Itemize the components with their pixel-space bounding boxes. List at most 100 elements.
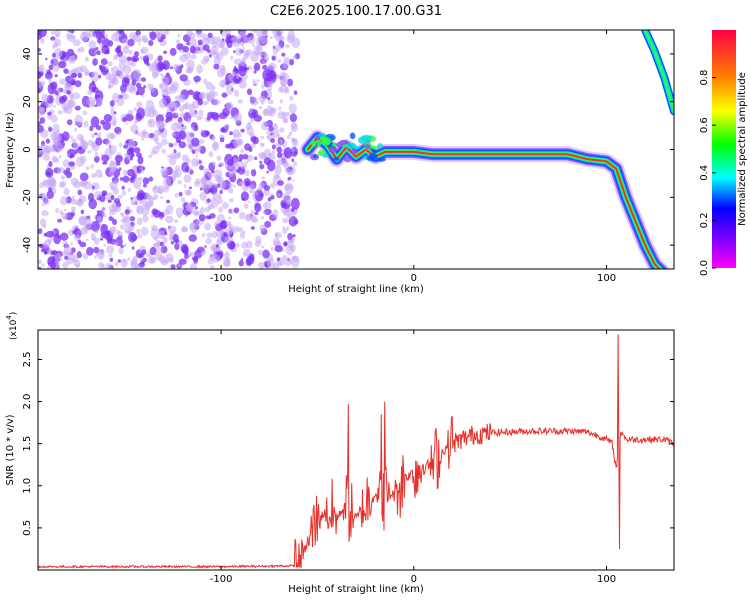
ridge-blob <box>312 154 318 159</box>
noise-speckle <box>219 220 228 230</box>
noise-speckle <box>69 153 74 159</box>
noise-speckle <box>281 159 289 167</box>
noise-speckle <box>113 31 118 37</box>
noise-speckle <box>153 193 159 201</box>
noise-speckle <box>169 47 177 56</box>
noise-speckle <box>274 232 283 239</box>
noise-speckle <box>233 133 238 139</box>
noise-speckle <box>281 52 286 57</box>
noise-speckle <box>179 112 186 118</box>
noise-speckle <box>276 159 283 166</box>
noise-speckle <box>90 116 100 128</box>
noise-speckle <box>97 132 102 138</box>
y-tick-label: 1.0 <box>22 478 33 494</box>
noise-speckle <box>184 189 191 196</box>
noise-speckle <box>190 147 194 151</box>
noise-speckle <box>277 59 282 63</box>
noise-speckle <box>232 35 241 47</box>
noise-speckle <box>138 42 142 46</box>
noise-speckle <box>71 195 76 201</box>
noise-speckle <box>225 227 233 236</box>
noise-speckle <box>270 138 275 144</box>
noise-speckle <box>94 191 103 198</box>
noise-speckle <box>189 206 197 214</box>
noise-speckle <box>148 40 154 46</box>
noise-speckle <box>174 122 178 126</box>
noise-speckle <box>258 95 267 103</box>
noise-speckle <box>218 206 223 213</box>
noise-speckle <box>100 58 108 66</box>
noise-speckle <box>57 218 62 223</box>
noise-speckle <box>123 243 127 247</box>
noise-speckle <box>152 185 161 194</box>
noise-speckle <box>136 82 142 88</box>
noise-speckle <box>155 32 163 39</box>
noise-speckle <box>242 153 249 160</box>
noise-speckle <box>206 232 213 238</box>
noise-speckle <box>211 230 219 239</box>
noise-speckle <box>199 185 203 189</box>
noise-speckle <box>203 44 210 52</box>
noise-speckle <box>164 232 168 236</box>
noise-speckle <box>243 49 250 58</box>
noise-speckle <box>153 243 157 247</box>
noise-speckle <box>253 82 259 87</box>
noise-speckle <box>106 132 115 140</box>
noise-speckle <box>62 240 68 245</box>
noise-speckle <box>38 72 42 76</box>
noise-speckle <box>274 165 282 175</box>
noise-speckle <box>147 256 156 264</box>
noise-speckle <box>67 251 75 261</box>
noise-speckle <box>157 55 163 62</box>
noise-speckle <box>142 166 146 171</box>
noise-speckle <box>169 101 179 112</box>
noise-speckle <box>66 167 71 172</box>
noise-speckle <box>90 233 96 241</box>
noise-speckle <box>136 228 141 235</box>
noise-speckle <box>119 30 124 34</box>
noise-speckle <box>131 80 136 86</box>
noise-speckle <box>288 131 293 136</box>
noise-speckle <box>137 155 144 165</box>
noise-speckle <box>173 149 177 154</box>
noise-speckle <box>151 208 158 216</box>
noise-speckle <box>209 265 215 269</box>
noise-speckle <box>196 115 202 121</box>
noise-speckle <box>79 215 88 227</box>
noise-speckle <box>174 165 181 171</box>
noise-speckle <box>273 173 280 179</box>
noise-speckle <box>233 226 239 233</box>
noise-speckle <box>285 43 290 49</box>
noise-speckle <box>38 47 42 53</box>
noise-speckle <box>188 234 197 242</box>
top-y-axis-label: Frequency (Hz) <box>5 112 16 188</box>
noise-speckle <box>256 37 260 40</box>
noise-speckle <box>41 93 50 102</box>
noise-speckle <box>88 198 97 210</box>
ridge-blob <box>371 149 377 154</box>
noise-speckle <box>141 249 147 255</box>
x-tick-label: -100 <box>210 574 233 585</box>
noise-speckle <box>111 266 114 269</box>
noise-speckle <box>287 78 293 87</box>
noise-speckle <box>262 201 272 210</box>
noise-speckle <box>38 243 44 249</box>
noise-speckle <box>233 58 242 65</box>
noise-speckle <box>248 35 256 45</box>
noise-speckle <box>175 112 179 116</box>
noise-speckle <box>156 239 160 244</box>
snr-line <box>38 334 674 569</box>
noise-speckle <box>240 258 244 261</box>
noise-speckle <box>245 214 251 222</box>
noise-speckle <box>266 258 275 268</box>
upper-branch <box>644 30 674 113</box>
noise-speckle <box>275 44 282 52</box>
noise-speckle <box>289 113 297 123</box>
noise-speckle <box>181 226 189 233</box>
noise-speckle <box>286 213 293 219</box>
noise-speckle <box>107 199 112 203</box>
noise-speckle <box>109 257 114 262</box>
x-tick-label: 100 <box>597 574 616 585</box>
noise-speckle <box>168 155 177 166</box>
noise-speckle <box>240 149 245 154</box>
